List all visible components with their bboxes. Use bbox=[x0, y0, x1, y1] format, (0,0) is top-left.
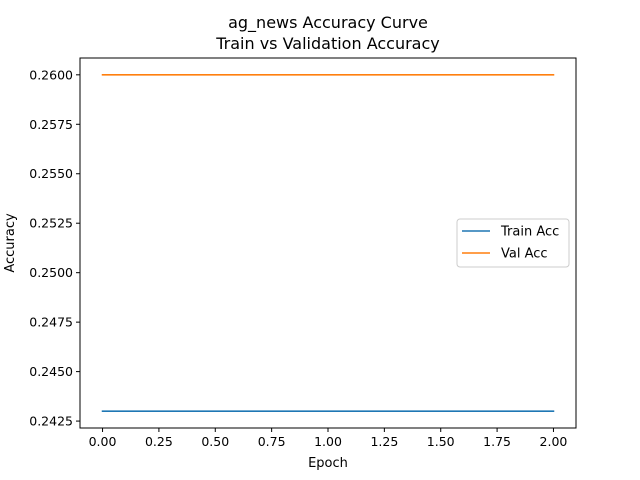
x-axis-label: Epoch bbox=[308, 456, 348, 471]
x-tick-label: 2.00 bbox=[540, 434, 568, 449]
y-tick-label: 0.2525 bbox=[29, 216, 73, 231]
x-tick-label: 1.75 bbox=[483, 434, 511, 449]
y-tick-label: 0.2475 bbox=[29, 315, 73, 330]
y-tick-label: 0.2600 bbox=[29, 67, 73, 82]
chart-subtitle: Train vs Validation Accuracy bbox=[215, 34, 440, 53]
x-tick-label: 0.75 bbox=[258, 434, 286, 449]
x-tick-label: 0.00 bbox=[89, 434, 117, 449]
x-tick-label: 1.50 bbox=[427, 434, 455, 449]
x-tick-label: 0.25 bbox=[145, 434, 173, 449]
y-tick-label: 0.2425 bbox=[29, 414, 73, 429]
x-tick-label: 0.50 bbox=[201, 434, 229, 449]
x-tick-label: 1.25 bbox=[370, 434, 398, 449]
y-axis-label: Accuracy bbox=[3, 213, 18, 273]
legend-label-val-acc: Val Acc bbox=[501, 247, 548, 262]
y-tick-label: 0.2500 bbox=[29, 265, 73, 280]
legend: Train Acc Val Acc bbox=[456, 218, 570, 268]
y-tick-label: 0.2550 bbox=[29, 166, 73, 181]
plot-area: 0.00 0.25 0.50 0.75 1.00 1.25 1.50 1.75 2.00 0.24… bbox=[29, 57, 577, 449]
x-tick-label: 1.00 bbox=[314, 434, 342, 449]
chart-title: ag_news Accuracy Curve bbox=[228, 13, 428, 33]
y-tick-label: 0.2450 bbox=[29, 364, 73, 379]
y-tick-label: 0.2575 bbox=[29, 117, 73, 132]
legend-label-train-acc: Train Acc bbox=[500, 225, 559, 240]
